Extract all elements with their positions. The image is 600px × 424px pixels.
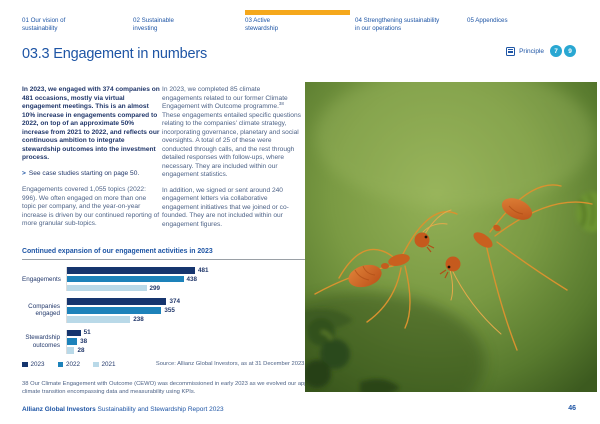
climate-engagement-paragraph: In 2023, we completed 85 climate engagem… — [162, 86, 301, 178]
chart-divider — [22, 259, 306, 260]
legend-item-2023: 2023 — [22, 361, 45, 368]
chart-title: Continued expansion of our engagement ac… — [22, 248, 213, 255]
bar-2022 — [67, 338, 78, 345]
bar-value: 374 — [169, 298, 180, 306]
bar-value: 355 — [164, 306, 175, 314]
text-column-middle: In 2023, we completed 85 climate engagem… — [162, 86, 302, 236]
chart-group: Stewardship outcomes 51 38 28 — [22, 329, 306, 355]
legend-label: 2022 — [66, 360, 81, 368]
chart-legend: 2023 2022 2021 — [22, 361, 129, 368]
ants-photo — [305, 82, 597, 392]
bar-2021 — [67, 316, 131, 323]
letters-paragraph: In addition, we signed or sent around 24… — [162, 186, 289, 228]
chart-group: Companies engaged 374 355 238 — [22, 298, 306, 323]
case-studies-link-label: See case studies starting on page 50. — [28, 169, 140, 177]
nav-item-1[interactable]: 01 Our vision of sustainability — [22, 17, 66, 33]
bar-value: 28 — [77, 347, 85, 355]
chevron-right-icon: > — [22, 169, 26, 177]
page-number: 46 — [568, 405, 576, 412]
footer-brand: Allianz Global Investors — [22, 406, 96, 413]
principle-circle-7: 7 — [550, 45, 562, 57]
legend-swatch — [57, 361, 64, 368]
bar-value: 51 — [83, 329, 91, 337]
footnote: 38 Our Climate Engagement with Outcome (… — [22, 381, 340, 396]
legend-swatch — [93, 361, 99, 368]
page-title: 03.3 Engagement in numbers — [22, 46, 208, 62]
nav-item-4[interactable]: 04 Strengthening sustainability in our op… — [355, 17, 440, 33]
legend-item-2022: 2022 — [57, 360, 81, 368]
legend-label: 2021 — [101, 360, 116, 368]
nav-item-5[interactable]: 05 Appendices — [467, 17, 508, 24]
ant-right — [439, 198, 533, 279]
chart-group: Engagements 481 438 299 — [22, 266, 306, 292]
legend-swatch — [22, 361, 28, 368]
bar-2023 — [67, 267, 195, 274]
bar-2023 — [67, 298, 167, 305]
legend-item-2021: 2021 — [93, 361, 116, 368]
category-label: Companies engaged — [28, 303, 60, 318]
chart-source: Source: Allianz Global Investors, as at … — [155, 361, 306, 368]
footnote-reference: 38 — [278, 100, 284, 106]
nav-item-2[interactable]: 02 Sustainable investing — [133, 17, 174, 33]
category-label: Stewardship outcomes — [25, 334, 60, 349]
bar-2021 — [67, 284, 147, 292]
principle-circle-9: 9 — [564, 45, 576, 57]
bar-2022 — [67, 307, 162, 314]
bar-value: 481 — [197, 266, 209, 274]
bar-chart-plot: Engagements 481 438 299 Companies engaged 374… — [22, 267, 306, 354]
bar-2021 — [67, 347, 75, 354]
footer-report-title: Allianz Global Investors Sustainability … — [22, 406, 224, 413]
left-plant — [305, 309, 400, 392]
nav-item-3[interactable]: 03 Active stewardship — [245, 9, 351, 33]
bar-value: 238 — [133, 315, 144, 323]
ant-legs — [314, 184, 593, 351]
principle-document-icon — [506, 46, 516, 56]
bar-value: 38 — [80, 338, 88, 346]
case-studies-link[interactable]: > See case studies starting on page 50. — [22, 170, 160, 179]
bar-2022 — [67, 275, 184, 283]
bar-value: 438 — [186, 275, 198, 283]
legend-label: 2023 — [30, 360, 45, 368]
bar-2023 — [67, 329, 81, 337]
category-label: Engagements — [22, 275, 61, 283]
chart-legend-row: 2023 2022 2021 Source: Allianz Global Inve… — [22, 361, 306, 368]
engagement-bar-chart: Continued expansion of our engagement ac… — [22, 248, 306, 368]
text-column-left: In 2023, we engaged with 374 companies o… — [22, 86, 160, 236]
ant-left — [348, 232, 435, 288]
footnote-number: 38 — [22, 381, 29, 387]
intro-paragraph: In 2023, we engaged with 374 companies o… — [22, 86, 160, 161]
footnote-text: Our Climate Engagement with Outcome (CEW… — [22, 381, 329, 395]
topics-paragraph: Engagements covered 1,055 topics (2022: … — [22, 186, 160, 227]
bar-value: 299 — [149, 284, 161, 292]
principle-label: Principle — [519, 47, 544, 55]
